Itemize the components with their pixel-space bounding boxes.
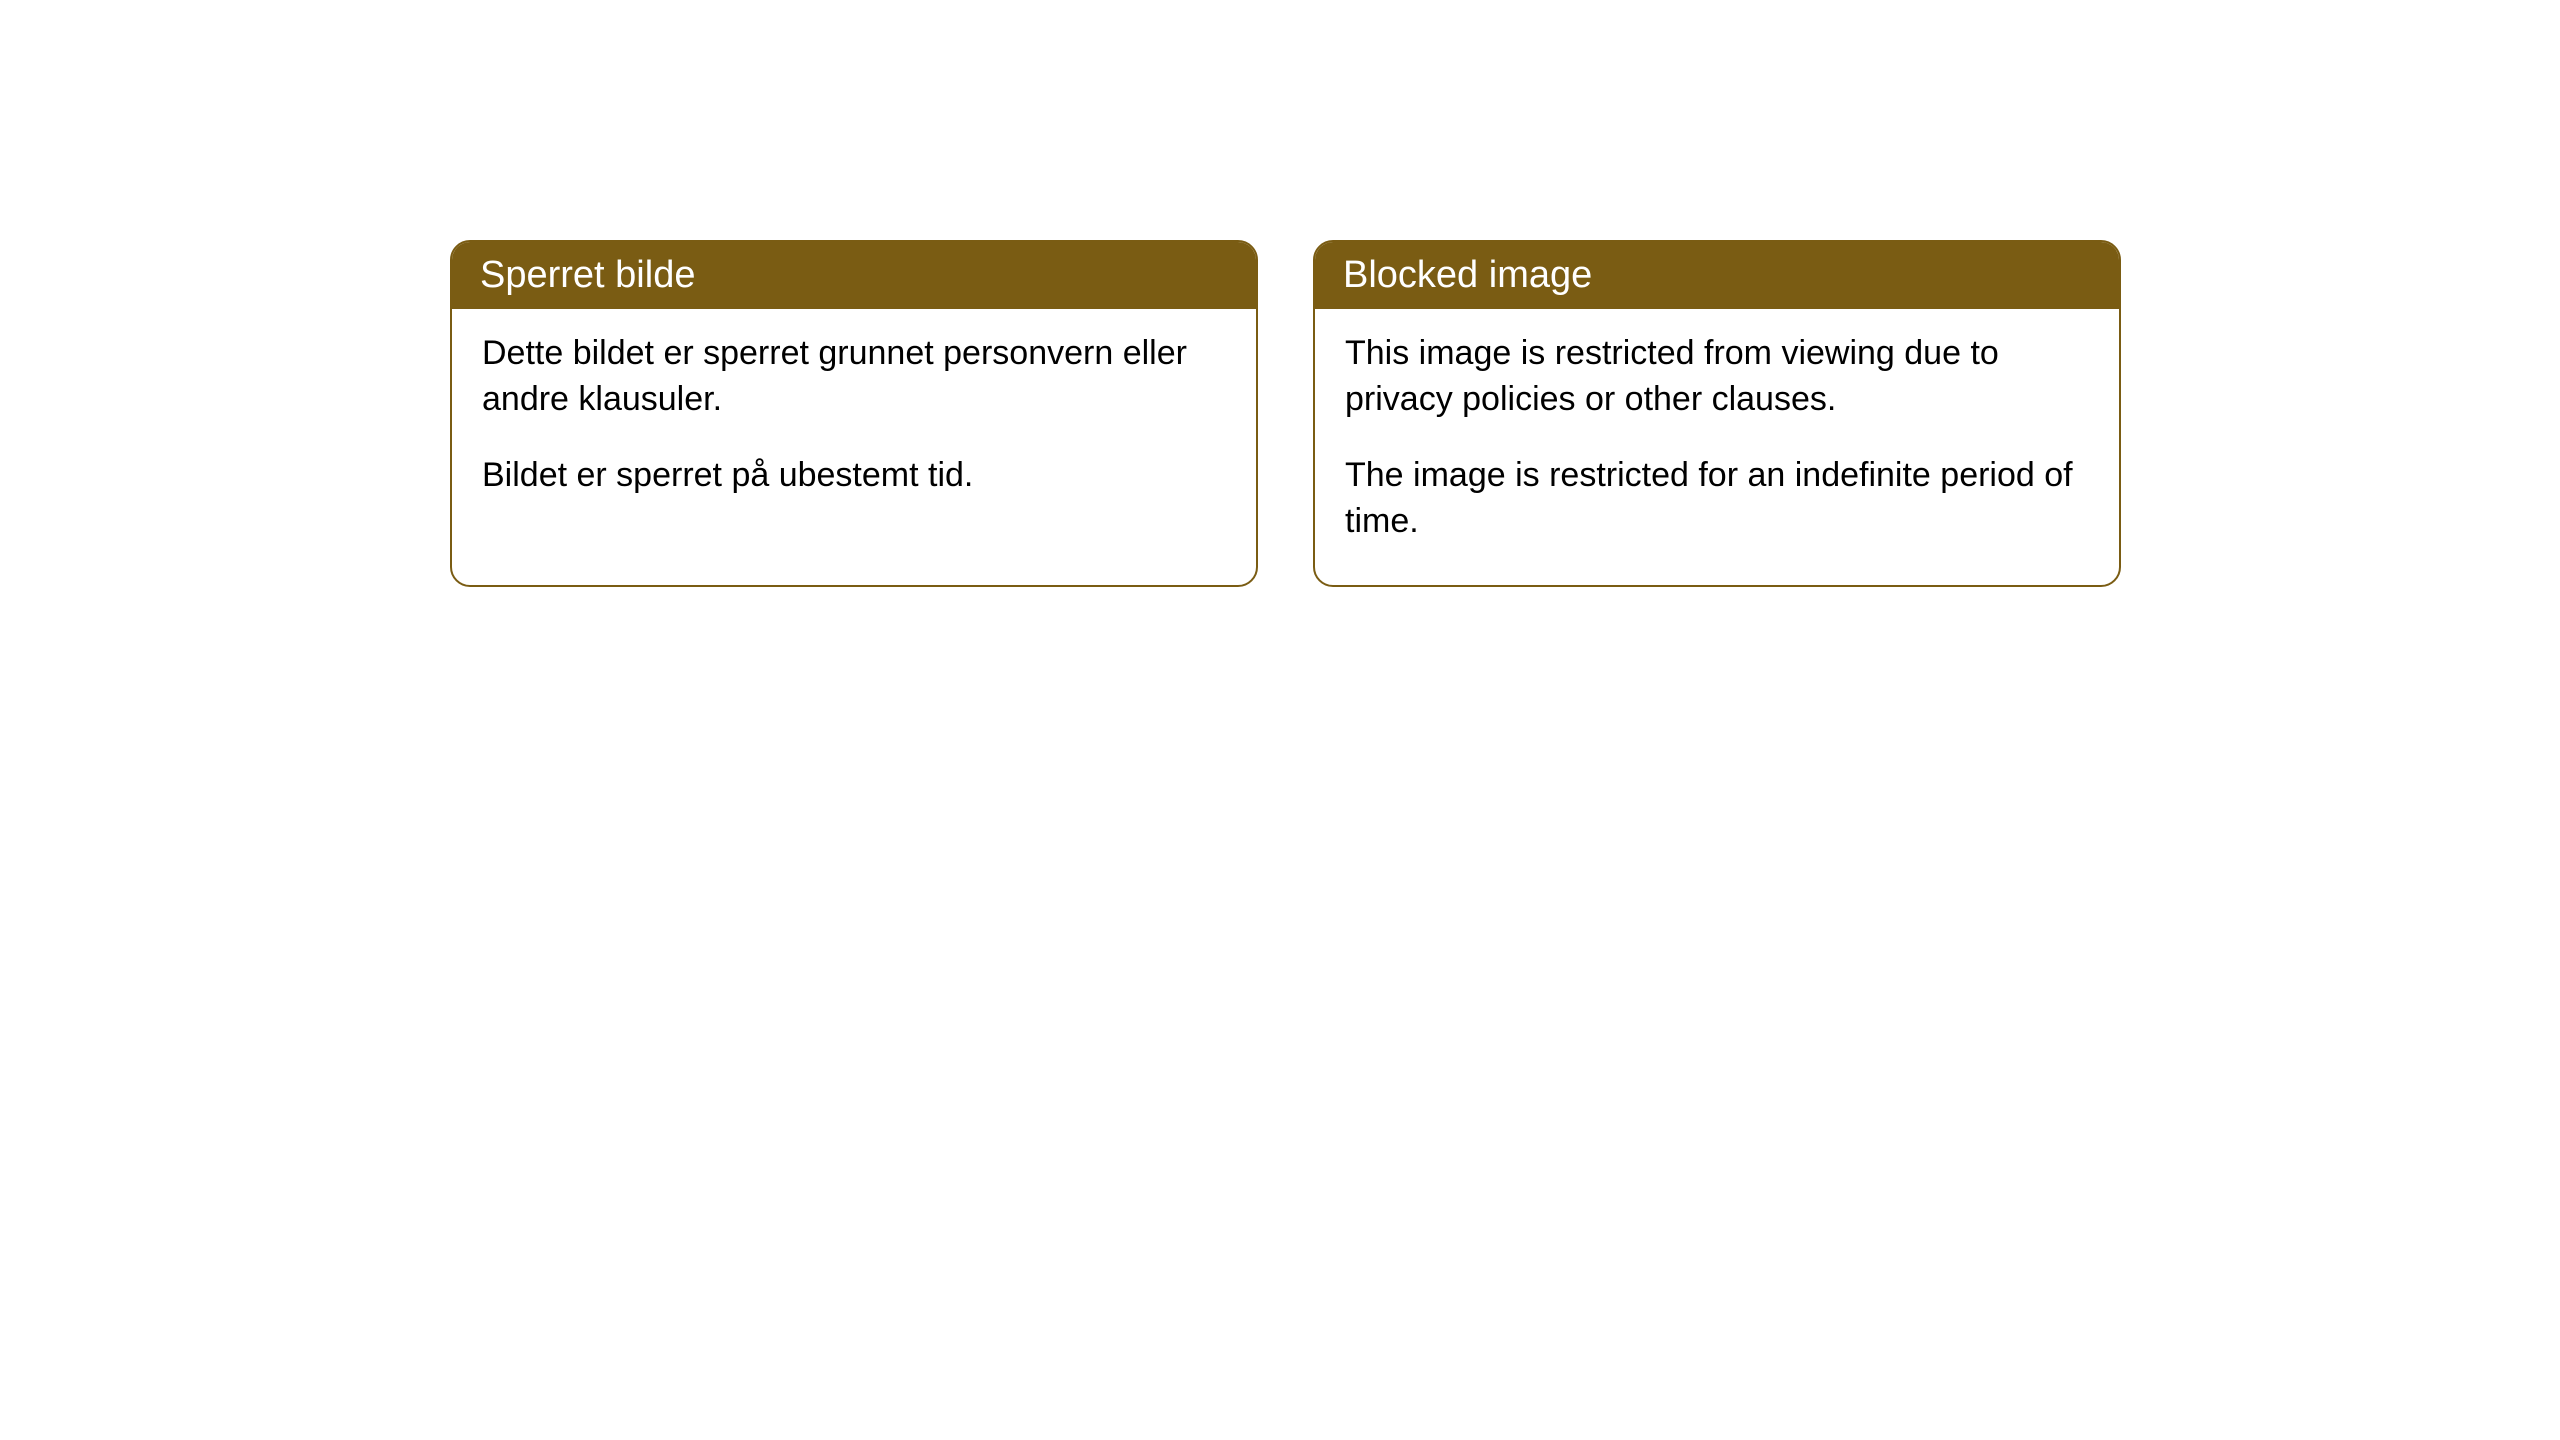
card-header: Sperret bilde	[452, 242, 1256, 309]
card-paragraph: Dette bildet er sperret grunnet personve…	[482, 331, 1226, 423]
card-paragraph: Bildet er sperret på ubestemt tid.	[482, 453, 1226, 499]
blocked-image-card-english: Blocked image This image is restricted f…	[1313, 240, 2121, 587]
card-header: Blocked image	[1315, 242, 2119, 309]
card-body: Dette bildet er sperret grunnet personve…	[452, 309, 1256, 539]
card-body: This image is restricted from viewing du…	[1315, 309, 2119, 585]
card-paragraph: This image is restricted from viewing du…	[1345, 331, 2089, 423]
blocked-image-card-norwegian: Sperret bilde Dette bildet er sperret gr…	[450, 240, 1258, 587]
card-paragraph: The image is restricted for an indefinit…	[1345, 453, 2089, 545]
notice-cards-container: Sperret bilde Dette bildet er sperret gr…	[450, 240, 2121, 587]
